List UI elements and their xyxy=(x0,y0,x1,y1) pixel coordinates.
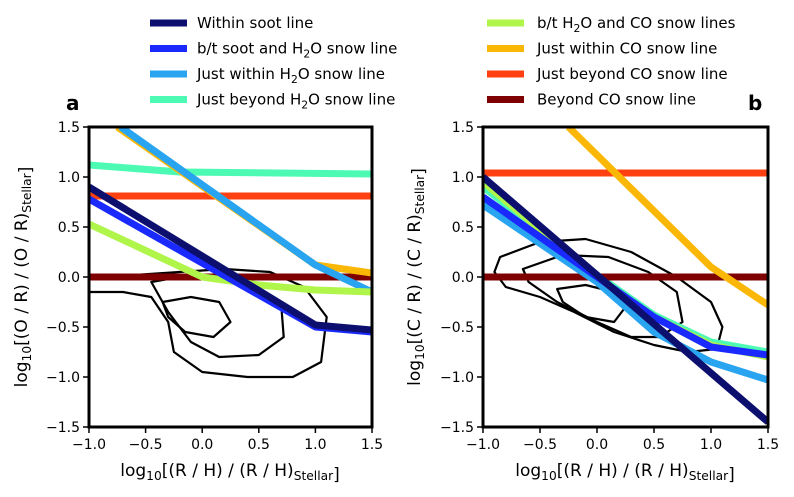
series-just-within-h2o-snow-line xyxy=(483,202,768,384)
contour-level-2 xyxy=(150,275,285,359)
legend-label: Just beyond CO snow line xyxy=(536,65,728,83)
legend-entry-just-beyond-h2o-snow-line: Just beyond H2O snow line xyxy=(150,91,395,112)
legend-entry-b-t-soot-and-h2o-snow-line: b/t soot and H2O snow line xyxy=(150,40,397,61)
series-within-soot-line xyxy=(89,184,372,334)
contour-level-1 xyxy=(493,237,724,354)
panel-b-ylabel: log10[(C / R) / (C / R)Stellar] xyxy=(405,168,429,386)
contour-level-3 xyxy=(555,283,627,324)
y-tick-label: 1.0 xyxy=(452,170,474,186)
legend-entry-beyond-co-snow-line: Beyond CO snow line xyxy=(487,91,696,109)
legend-label: Within soot line xyxy=(197,14,313,32)
y-tick-label: 1.5 xyxy=(58,120,80,136)
x-tick-label: 0.5 xyxy=(248,437,270,453)
y-tick-label: −1.5 xyxy=(440,420,474,436)
legend-label: Just within H2O snow line xyxy=(196,65,385,86)
legend-label: b/t H2O and CO snow lines xyxy=(537,14,736,35)
x-tick-label: 1.0 xyxy=(700,437,722,453)
legend-label: Just beyond H2O snow line xyxy=(196,91,395,112)
y-tick-label: −0.5 xyxy=(440,320,474,336)
legend: Within soot line b/t soot and H2O snow li… xyxy=(150,14,736,112)
legend-entry-within-soot-line: Within soot line xyxy=(150,14,313,32)
y-tick-label: −1.5 xyxy=(46,420,80,436)
x-tick-label: 0.0 xyxy=(191,437,213,453)
y-tick-label: 1.5 xyxy=(452,120,474,136)
y-tick-label: −1.0 xyxy=(440,370,474,386)
y-tick-label: −0.5 xyxy=(46,320,80,336)
legend-label: b/t soot and H2O snow line xyxy=(197,40,397,61)
panel-b-series xyxy=(483,127,768,425)
x-tick-label: 1.5 xyxy=(361,437,383,453)
series-just-beyond-h2o-snow-line xyxy=(89,161,372,178)
y-tick-label: 0.0 xyxy=(452,270,474,286)
series-within-soot-line xyxy=(483,174,768,425)
panel-a-letter: a xyxy=(66,91,80,115)
legend-label: Beyond CO snow line xyxy=(537,91,696,109)
series-b-t-soot-and-h2o-snow-line xyxy=(483,194,768,359)
series-just-within-co-snow-line xyxy=(566,127,768,308)
y-tick-label: 1.0 xyxy=(58,170,80,186)
legend-entry-b-t-h2o-and-co-snow-lines: b/t H2O and CO snow lines xyxy=(487,14,736,35)
y-tick-label: 0.0 xyxy=(58,270,80,286)
series-b-t-h2o-and-co-snow-lines xyxy=(483,179,768,361)
panel-a: a −1.0 −0.5 0.0 0.5 1.0 1.5−1.5−1.0−0.50.00.5… xyxy=(12,91,383,485)
panel-a-ticks: −1.0 −0.5 0.0 0.5 1.0 1.5−1.5−1.0−0.50.00.51.… xyxy=(46,120,383,453)
legend-entry-just-within-h2o-snow-line: Just within H2O snow line xyxy=(150,65,385,86)
legend-entry-just-beyond-co-snow-line: Just beyond CO snow line xyxy=(487,65,728,83)
x-tick-label: 1.5 xyxy=(757,437,779,453)
x-tick-label: 0.0 xyxy=(586,437,608,453)
y-tick-label: 0.5 xyxy=(58,220,80,236)
y-tick-label: 0.5 xyxy=(452,220,474,236)
panel-b-ticks: −1.0 −0.5 0.0 0.5 1.0 1.5−1.5−1.0−0.50.00.51.… xyxy=(440,120,779,453)
x-tick-label: −1.0 xyxy=(72,437,106,453)
x-tick-label: 1.0 xyxy=(304,437,326,453)
legend-label: Just within CO snow line xyxy=(536,40,717,58)
panel-b: b −1.0 −0.5 0.0 0.5 1.0 1.5−1.5−1.0−0.50.00.5… xyxy=(405,91,779,485)
x-tick-label: −0.5 xyxy=(129,437,163,453)
panel-b-letter: b xyxy=(748,91,762,115)
panel-a-series xyxy=(89,127,372,336)
x-tick-label: −1.0 xyxy=(466,437,500,453)
panel-a-xlabel: log10[(R / H) / (R / H)Stellar] xyxy=(120,461,340,485)
legend-entry-just-within-co-snow-line: Just within CO snow line xyxy=(487,40,717,58)
panel-b-xlabel: log10[(R / H) / (R / H)Stellar] xyxy=(515,461,735,485)
y-tick-label: −1.0 xyxy=(46,370,80,386)
series-b-t-h2o-and-co-snow-lines xyxy=(89,220,372,296)
panel-a-ylabel: log10[(O / R) / (O / R)Stellar] xyxy=(12,167,36,388)
x-tick-label: −0.5 xyxy=(523,437,557,453)
contour-level-3 xyxy=(161,295,232,339)
x-tick-label: 0.5 xyxy=(643,437,665,453)
series-just-within-h2o-snow-line xyxy=(118,127,372,296)
